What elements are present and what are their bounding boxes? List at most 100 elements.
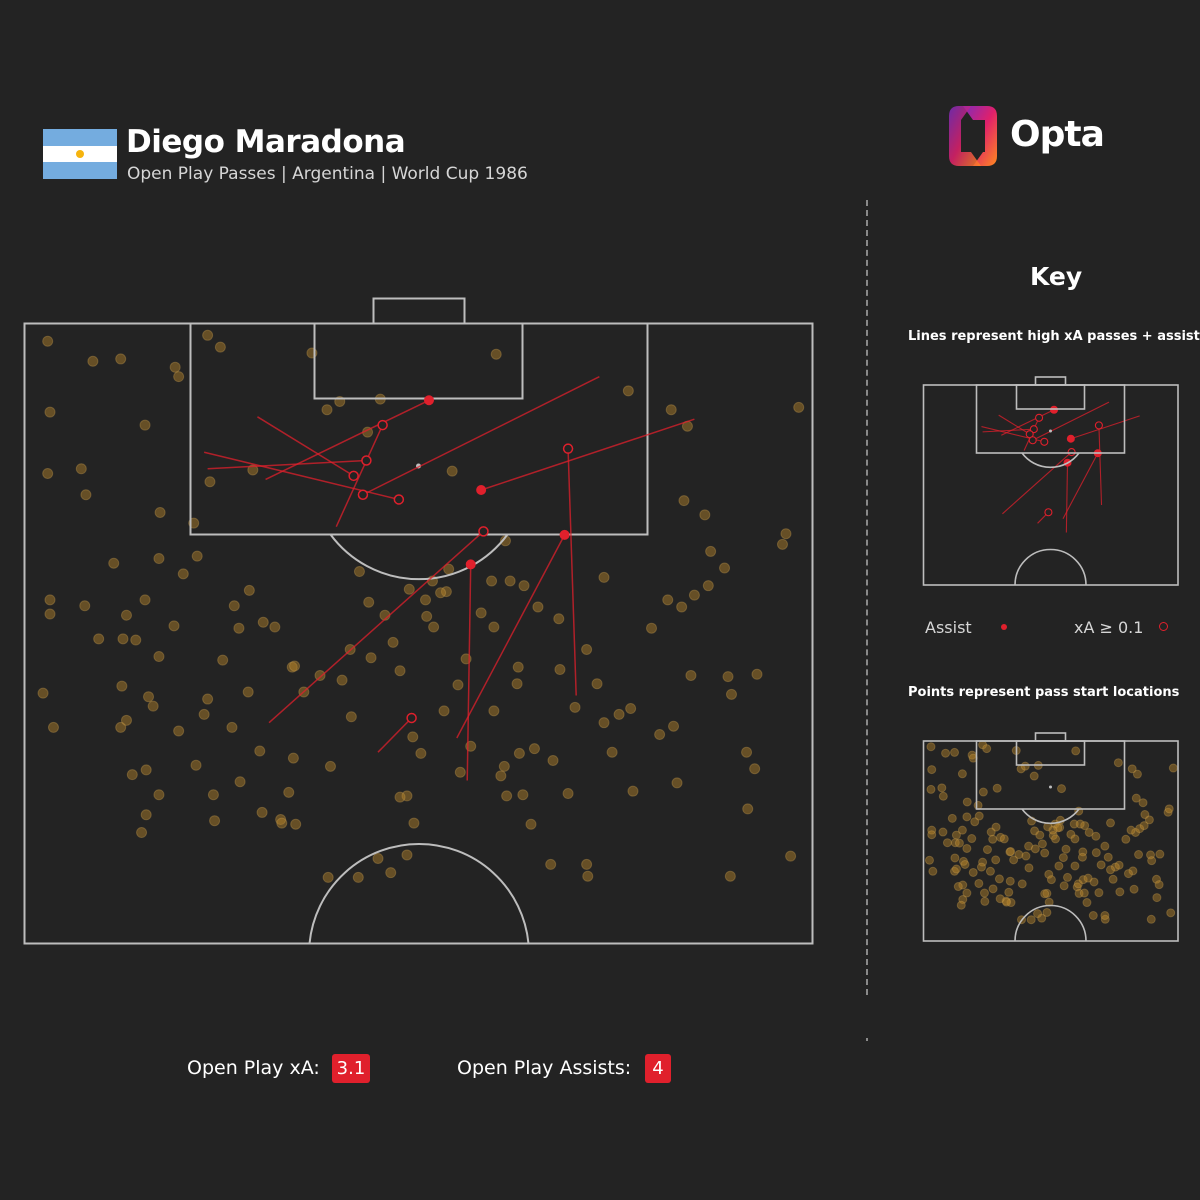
mini-six-yard-box <box>1015 384 1086 410</box>
pass-start-point <box>1072 882 1082 892</box>
pass-start-point <box>991 822 1001 832</box>
pass-start-point <box>1020 761 1030 771</box>
pass-start-point <box>927 825 937 835</box>
pass-line <box>257 416 355 477</box>
pass-start-point <box>1135 824 1145 834</box>
xa-marker <box>1094 421 1103 430</box>
pass-start-point <box>440 586 452 598</box>
pass-start-point <box>1066 829 1076 839</box>
pass-start-point <box>1055 822 1065 832</box>
pass-start-point <box>719 562 731 574</box>
xa-marker <box>357 489 369 500</box>
pass-start-point <box>962 812 972 822</box>
pass-start-point <box>191 550 203 562</box>
pass-start-point <box>37 687 49 699</box>
legend-assist-label: Assist <box>925 618 972 637</box>
pass-start-point <box>120 714 132 726</box>
pass-start-point <box>1030 826 1040 836</box>
pass-line <box>998 414 1031 435</box>
pass-start-point <box>982 845 992 855</box>
pass-start-point <box>581 858 593 870</box>
pass-start-point <box>1024 841 1034 851</box>
pass-start-point <box>979 888 989 898</box>
pass-start-point <box>177 568 189 580</box>
pass-start-point <box>741 746 753 758</box>
pass-start-point <box>415 747 427 759</box>
pass-start-point <box>1014 850 1024 860</box>
pass-start-point <box>1040 889 1050 899</box>
pass-start-point <box>372 852 384 864</box>
pass-start-point <box>345 711 357 723</box>
divider <box>866 200 868 995</box>
pass-start-point <box>403 583 415 595</box>
main-pitch <box>23 297 814 945</box>
mini-penalty-arc <box>1021 808 1080 825</box>
pass-start-point <box>79 600 91 612</box>
pass-start-point <box>1029 771 1039 781</box>
pass-start-point <box>154 506 166 518</box>
pass-start-point <box>994 874 1004 884</box>
assist-marker <box>559 529 570 540</box>
pass-start-point <box>394 665 406 677</box>
pass-start-point <box>962 797 972 807</box>
pass-start-point <box>385 867 397 879</box>
mini-goal <box>1034 376 1067 386</box>
pass-start-point <box>214 341 226 353</box>
pass-start-point <box>970 817 980 827</box>
pass-start-point <box>951 864 961 874</box>
pass-start-point <box>724 870 736 882</box>
pass-start-point <box>924 855 934 865</box>
mini-penalty-arc <box>1021 452 1080 469</box>
pass-start-point <box>363 596 375 608</box>
pass-start-point <box>44 594 56 606</box>
pass-start-point <box>75 463 87 475</box>
pass-start-point <box>401 790 413 802</box>
pass-start-point <box>513 747 525 759</box>
pass-start-point <box>428 621 440 633</box>
pass-start-point <box>1079 888 1089 898</box>
pass-start-point <box>228 600 240 612</box>
pass-line <box>1032 401 1110 441</box>
pass-start-point <box>1146 850 1156 860</box>
pass-start-point <box>1006 846 1016 856</box>
opta-logo-icon <box>949 106 997 166</box>
pass-start-point <box>198 708 210 720</box>
pass-start-point <box>1059 881 1069 891</box>
pass-start-point <box>1121 834 1131 844</box>
pass-start-point <box>421 610 433 622</box>
pass-start-point <box>525 818 537 830</box>
pass-start-point <box>136 827 148 839</box>
pass-start-point <box>153 651 165 663</box>
pass-start-point <box>962 843 972 853</box>
pass-start-point <box>168 620 180 632</box>
pass-start-point <box>1075 819 1085 829</box>
pass-start-point <box>953 882 963 892</box>
pass-start-point <box>622 385 634 397</box>
pass-start-point <box>974 811 984 821</box>
xa-marker <box>1035 413 1044 422</box>
pass-start-point <box>776 538 788 550</box>
pass-start-point <box>988 834 998 844</box>
pass-start-point <box>286 661 298 673</box>
pass-start-point <box>1147 856 1157 866</box>
pass-start-point <box>1078 875 1088 885</box>
pass-start-point <box>581 643 593 655</box>
pass-start-point <box>562 788 574 800</box>
stat-xa-label: Open Play xA: <box>187 1057 320 1079</box>
pass-start-point <box>1044 869 1054 879</box>
assist-marker <box>476 485 487 496</box>
xa-marker <box>562 443 574 454</box>
pass-start-point <box>1054 861 1064 871</box>
mini-goal <box>1034 732 1067 742</box>
pass-start-point <box>202 693 214 705</box>
pass-start-point <box>243 584 255 596</box>
pass-line <box>567 448 577 696</box>
pass-start-point <box>1152 874 1162 884</box>
mini-centre-circle <box>1014 904 1087 942</box>
pass-start-point <box>408 817 420 829</box>
pass-start-point <box>1057 784 1067 794</box>
pass-start-point <box>518 580 530 592</box>
pass-start-point <box>290 818 302 830</box>
pass-line <box>1065 462 1069 533</box>
pass-start-point <box>688 589 700 601</box>
